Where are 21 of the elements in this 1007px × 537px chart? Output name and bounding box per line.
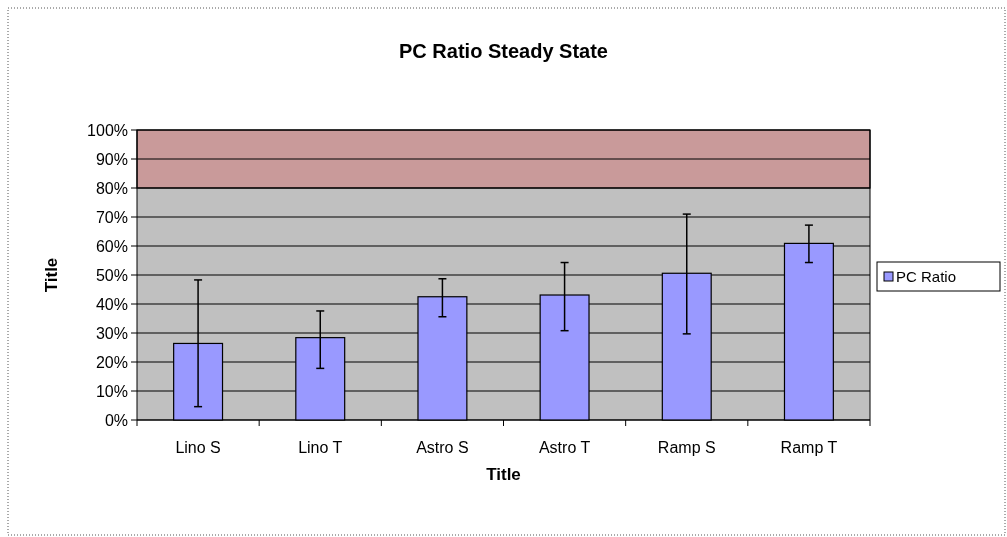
y-tick-label: 40% [95,295,128,313]
x-tick-label: Ramp T [780,439,838,456]
x-tick-label: Astro S [416,439,469,456]
y-axis-title: Title [42,257,61,293]
x-tick-label: Lino T [298,439,343,456]
y-tick-label: 80% [95,179,128,197]
y-tick-label: 60% [95,237,128,255]
x-tick-label: Ramp S [657,439,716,456]
legend-label: PC Ratio [896,268,957,286]
y-tick-label: 0% [104,411,128,429]
y-tick-label: 50% [95,266,128,284]
x-axis-title: Title [486,465,521,484]
x-tick-label: Lino S [175,439,221,456]
y-tick-label: 10% [95,382,128,400]
y-tick-label: 20% [95,353,128,371]
y-tick-label: 100% [87,121,128,139]
y-tick-label: 90% [95,150,128,168]
y-tick-label: 70% [95,208,128,226]
x-tick-label: Astro T [538,439,591,456]
chart-title: PC Ratio Steady State [399,40,608,62]
y-tick-label: 30% [95,324,128,342]
